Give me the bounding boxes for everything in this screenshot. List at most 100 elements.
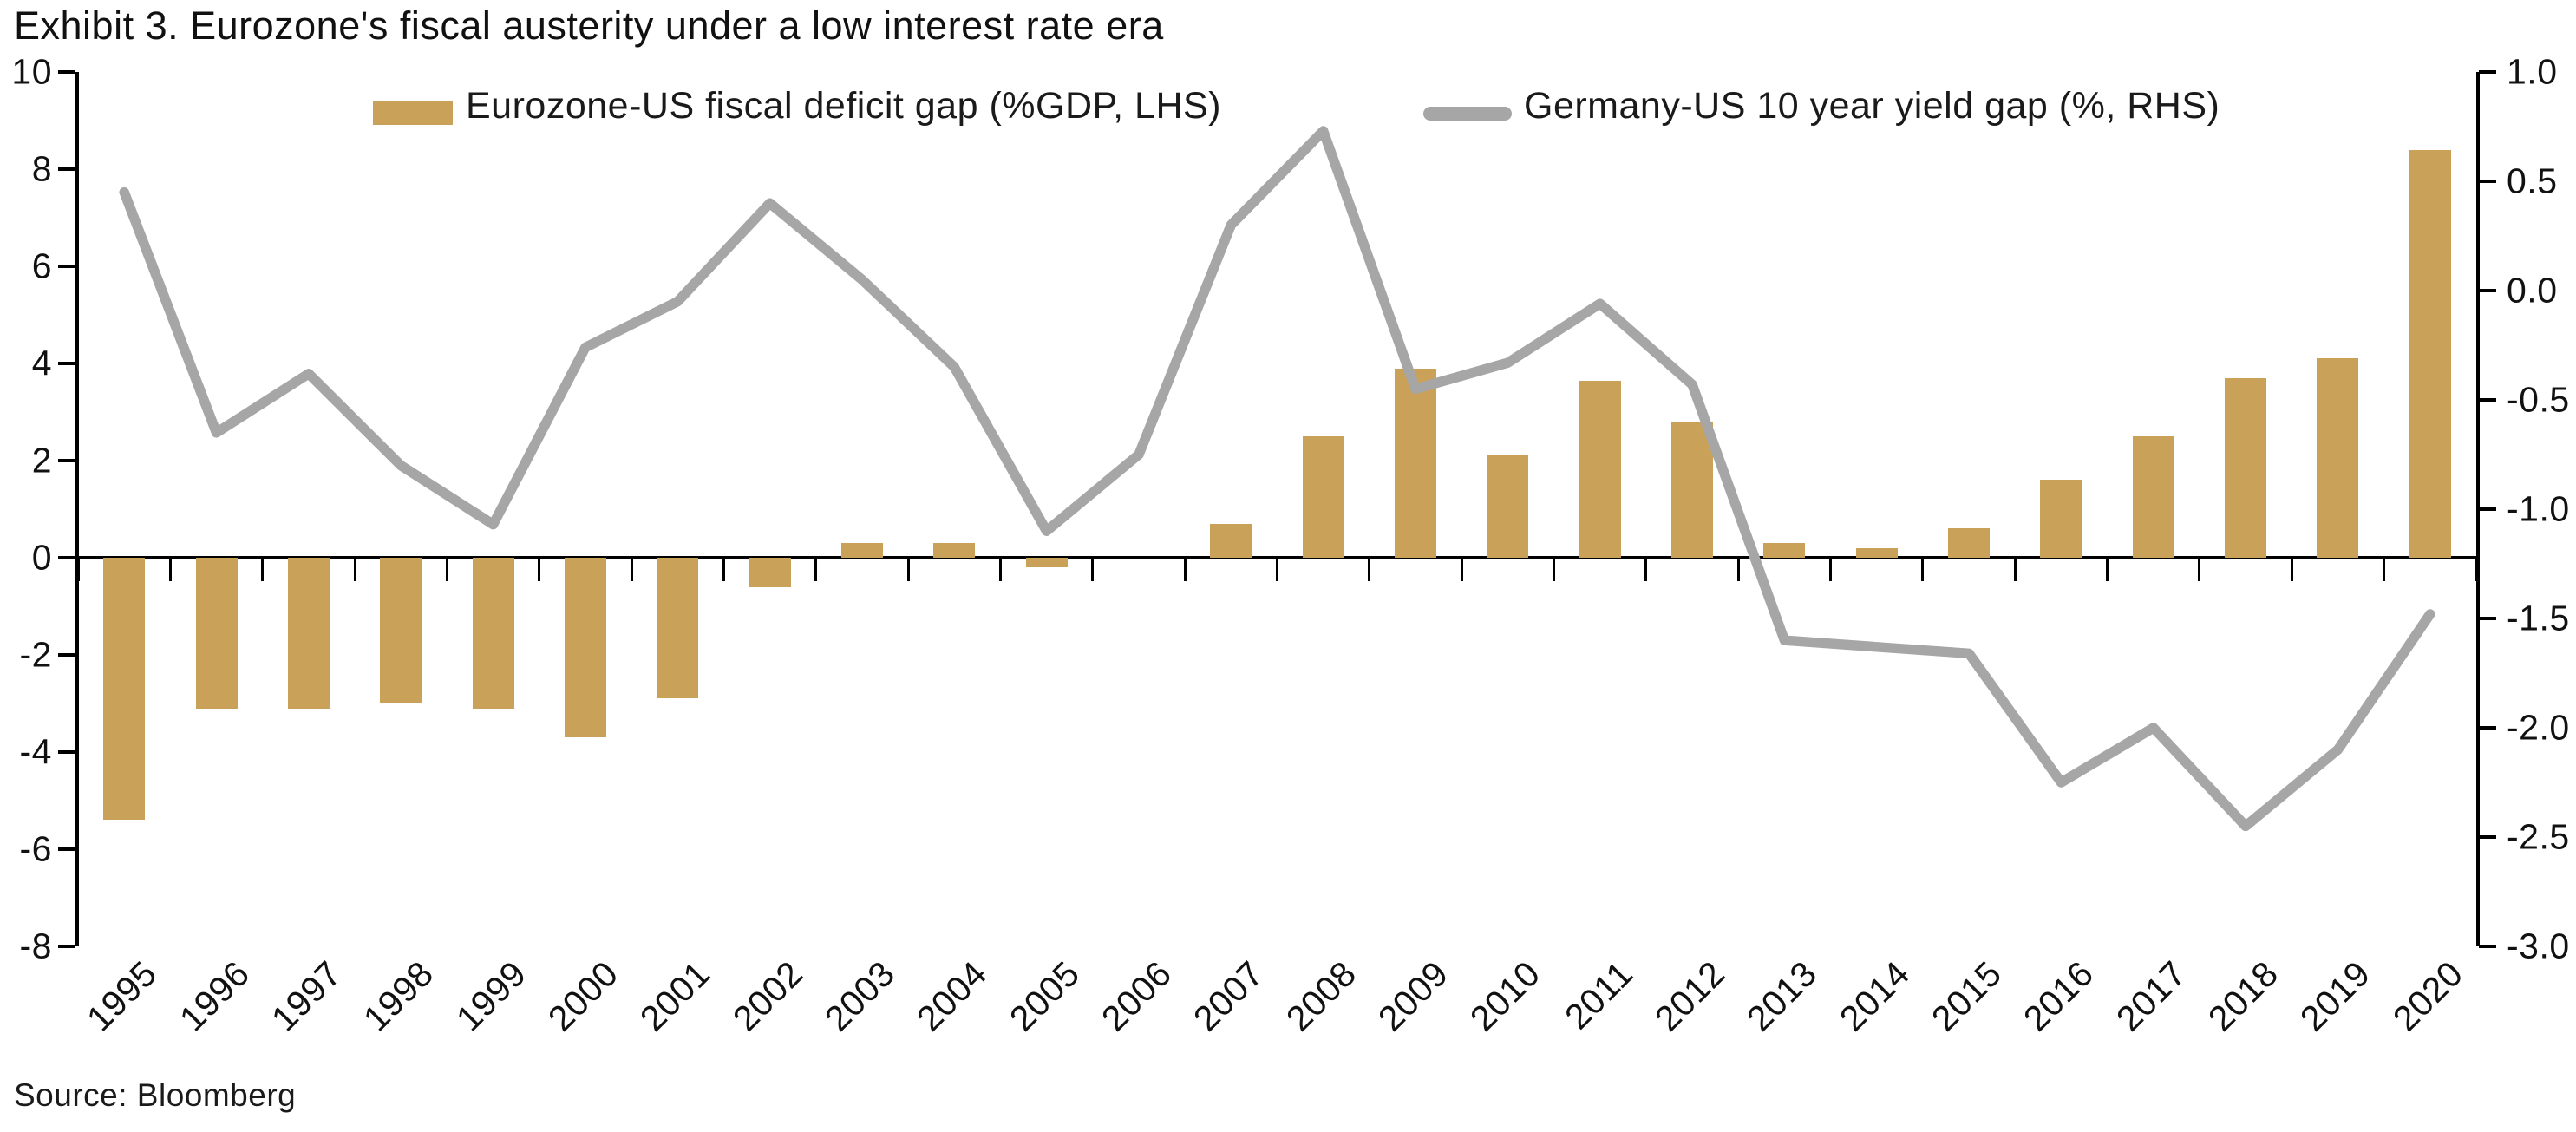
bar-2020 xyxy=(2409,149,2451,558)
bar-2001 xyxy=(657,558,699,699)
left-axis-tick-label: -4 xyxy=(19,731,52,772)
bar-2011 xyxy=(1579,380,1621,558)
x-axis-tick xyxy=(353,558,356,581)
right-axis-tick-label: -2.0 xyxy=(2507,707,2570,748)
left-axis-line xyxy=(75,72,79,946)
left-axis-tick xyxy=(58,653,75,657)
bar-1998 xyxy=(380,558,422,703)
x-axis-tick xyxy=(1183,558,1187,581)
bar-2013 xyxy=(1763,543,1806,558)
bar-2014 xyxy=(1855,547,1898,558)
x-axis-tick xyxy=(1091,558,1095,581)
left-axis-tick xyxy=(58,945,75,948)
right-axis-tick-label: 0.5 xyxy=(2507,160,2558,201)
x-axis-tick xyxy=(2198,558,2201,581)
legend-line-swatch xyxy=(1423,107,1512,121)
bar-2016 xyxy=(2040,480,2082,558)
x-axis-tick xyxy=(1553,558,1556,581)
right-axis-tick-label: -1.0 xyxy=(2507,488,2570,529)
bar-2009 xyxy=(1395,368,1437,558)
right-axis-tick xyxy=(2479,945,2496,948)
bar-2017 xyxy=(2132,436,2174,558)
left-axis-tick xyxy=(58,362,75,365)
bar-2007 xyxy=(1210,523,1252,558)
right-axis-tick-label: -3.0 xyxy=(2507,926,2570,966)
right-axis-tick xyxy=(2479,835,2496,839)
right-axis-tick-label: 1.0 xyxy=(2507,51,2558,92)
left-axis-tick-label: 10 xyxy=(11,51,52,92)
left-axis-tick xyxy=(58,847,75,851)
left-axis-tick xyxy=(58,70,75,74)
right-axis-tick xyxy=(2479,507,2496,511)
bar-2005 xyxy=(1025,558,1068,568)
bar-1995 xyxy=(103,558,146,821)
x-axis-tick xyxy=(906,558,910,581)
left-axis-tick-label: 8 xyxy=(31,148,52,189)
right-axis-line xyxy=(2476,72,2480,946)
left-axis-tick-label: -6 xyxy=(19,828,52,869)
bar-2012 xyxy=(1671,422,1714,558)
x-axis-tick xyxy=(261,558,265,581)
bar-2010 xyxy=(1487,455,1529,558)
right-axis-tick xyxy=(2479,398,2496,402)
left-axis-tick xyxy=(58,265,75,268)
x-axis-tick xyxy=(1276,558,1278,581)
bar-1999 xyxy=(472,558,514,709)
right-axis-tick-label: -2.5 xyxy=(2507,816,2570,857)
bar-2008 xyxy=(1302,436,1344,558)
yield-gap-polyline xyxy=(119,126,2435,832)
legend-line-label: Germany-US 10 year yield gap (%, RHS) xyxy=(1524,85,2220,127)
x-axis-tick xyxy=(1829,558,1833,581)
bar-2000 xyxy=(564,558,606,738)
left-axis-tick xyxy=(58,167,75,171)
x-axis-tick xyxy=(168,558,172,581)
right-axis-tick-label: 0.0 xyxy=(2507,270,2558,311)
left-axis-tick xyxy=(58,750,75,754)
x-axis-tick xyxy=(2475,558,2478,581)
x-axis-tick xyxy=(630,558,633,581)
x-axis-tick xyxy=(445,558,448,581)
bar-1996 xyxy=(195,558,238,709)
bar-2019 xyxy=(2317,358,2359,558)
left-axis-tick-label: 6 xyxy=(31,245,52,286)
x-axis-tick xyxy=(1460,558,1463,581)
x-axis-tick xyxy=(538,558,541,581)
x-axis-tick xyxy=(2383,558,2386,581)
bar-2002 xyxy=(749,558,791,587)
right-axis-tick xyxy=(2479,180,2496,183)
left-axis-tick-label: -8 xyxy=(19,926,52,966)
legend-bar-swatch xyxy=(373,101,453,125)
x-axis-tick xyxy=(1921,558,1925,581)
right-axis-tick xyxy=(2479,726,2496,730)
right-axis-tick xyxy=(2479,289,2496,292)
x-axis-tick xyxy=(2013,558,2017,581)
bar-2015 xyxy=(1948,528,1991,558)
x-axis-tick xyxy=(2290,558,2293,581)
right-axis-tick xyxy=(2479,617,2496,620)
left-axis-tick-label: -2 xyxy=(19,634,52,675)
bar-2018 xyxy=(2225,377,2267,558)
x-axis-tick xyxy=(2106,558,2109,581)
legend-bar-label: Eurozone-US fiscal deficit gap (%GDP, LH… xyxy=(466,85,1222,127)
right-axis-tick xyxy=(2479,70,2496,74)
chart-title: Exhibit 3. Eurozone's fiscal austerity u… xyxy=(14,3,1164,48)
x-axis-tick xyxy=(1736,558,1740,581)
bar-2003 xyxy=(840,543,883,558)
right-axis-tick-label: -0.5 xyxy=(2507,379,2570,420)
bar-1997 xyxy=(287,558,330,709)
left-axis-tick-label: 4 xyxy=(31,343,52,383)
x-axis-tick xyxy=(722,558,725,581)
x-axis-tick xyxy=(998,558,1002,581)
left-axis-tick xyxy=(58,459,75,462)
bar-2004 xyxy=(933,543,976,558)
x-axis-tick xyxy=(1644,558,1648,581)
left-axis-tick-label: 2 xyxy=(31,440,52,481)
x-axis-tick xyxy=(76,558,80,581)
x-axis-tick xyxy=(1368,558,1371,581)
x-axis-tick xyxy=(814,558,818,581)
right-axis-tick-label: -1.5 xyxy=(2507,598,2570,638)
left-axis-tick xyxy=(58,556,75,559)
source-note: Source: Bloomberg xyxy=(14,1077,297,1113)
